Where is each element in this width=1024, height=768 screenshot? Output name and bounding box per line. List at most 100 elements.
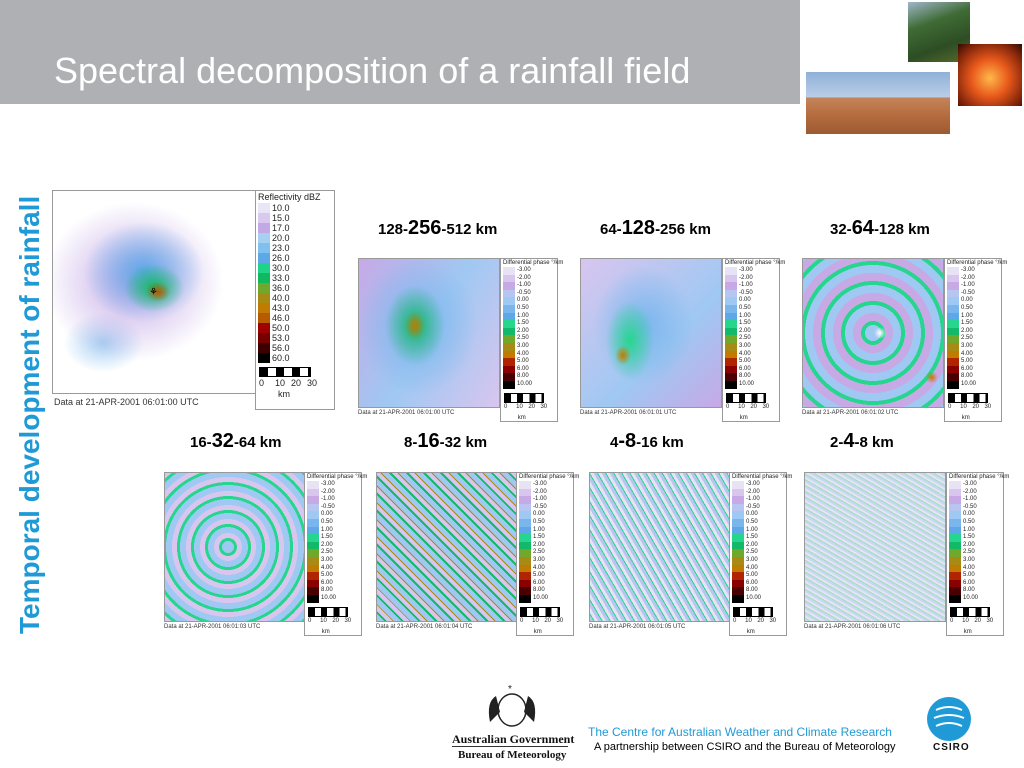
legend-swatch [503, 305, 515, 313]
legend-value: -1.00 [321, 496, 335, 503]
legend-title: Differential phase °/km [725, 260, 786, 266]
legend-value: 5.00 [746, 572, 758, 579]
scale-bar [726, 392, 766, 403]
legend-value: 4.00 [533, 564, 545, 571]
legend-swatch [732, 595, 744, 603]
legend-value: -2.00 [321, 488, 335, 495]
scale-tick: 20 [757, 617, 764, 624]
panel-caption: Data at 21-APR-2001 06:01:05 UTC [589, 624, 686, 630]
legend-value: 4.00 [517, 350, 529, 357]
panel-caption: Data at 21-APR-2001 06:01:02 UTC [802, 410, 899, 416]
legend-swatch [258, 233, 270, 243]
legend-swatch [519, 587, 531, 595]
legend-value: 5.00 [517, 358, 529, 365]
legend-swatch [725, 343, 737, 351]
legend-title: Differential phase °/km [947, 260, 1008, 266]
legend-value: -2.00 [961, 274, 975, 281]
legend-swatch [725, 373, 737, 381]
legend-value: 1.00 [739, 312, 751, 319]
scale-tick: 0 [308, 617, 312, 624]
legend-swatch [503, 312, 515, 321]
scale-tick: 20 [291, 378, 302, 388]
legend-swatch [307, 549, 319, 557]
legend-swatch [947, 274, 959, 283]
legend-value: 4.00 [963, 564, 975, 571]
legend-swatch [725, 350, 737, 359]
legend-title: Differential phase °/km [732, 474, 793, 480]
legend-swatch [949, 519, 961, 527]
legend-swatch [949, 511, 961, 519]
scale-tick: 20 [750, 403, 757, 410]
band-suffix: -16 km [636, 434, 684, 451]
legend-swatch [725, 267, 737, 275]
scale-bar [520, 606, 560, 617]
legend-swatch [732, 481, 744, 489]
legend-value: 4.00 [739, 350, 751, 357]
legend-swatch [519, 488, 531, 497]
band-suffix: -8 km [854, 434, 894, 451]
phase-legend: Differential phase °/km -3.00 -2.00 -1.00 -0… [304, 472, 367, 636]
legend-swatch [732, 496, 744, 504]
phase-legend: Differential phase °/km -3.00 -2.00 -1.00 -0… [946, 472, 1009, 636]
band-suffix: -64 km [233, 434, 282, 451]
legend-value: 43.0 [272, 303, 290, 313]
legend-value: 6.00 [961, 365, 973, 372]
legend-value: -0.50 [321, 503, 335, 510]
legend-swatch [947, 320, 959, 328]
band-emphasis: 16 [417, 430, 440, 452]
legend-value: -1.00 [963, 496, 977, 503]
legend-swatch [732, 519, 744, 527]
phase-legend: Differential phase °/km -3.00 -2.00 -1.00 -0… [500, 258, 563, 422]
legend-value: 8.00 [746, 587, 758, 594]
legend-value: -3.00 [963, 481, 977, 487]
legend-swatch [519, 541, 531, 550]
legend-swatch [519, 564, 531, 573]
legend-value: 5.00 [961, 358, 973, 365]
phase-map [376, 472, 518, 622]
legend-value: 1.50 [961, 320, 973, 327]
legend-swatch [725, 297, 737, 305]
legend-value: -3.00 [533, 481, 547, 487]
legend-value: 2.00 [517, 327, 529, 334]
legend-value: 0.50 [739, 305, 751, 311]
slide-title: Spectral decomposition of a rainfall fie… [54, 50, 691, 91]
reflectivity-map: ⚘ [52, 190, 256, 394]
farm-photo [806, 72, 950, 134]
band-emphasis: 32 [211, 430, 234, 452]
legend-title: Reflectivity dBZ [258, 192, 321, 202]
legend-swatch [307, 481, 319, 489]
phase-map [580, 258, 722, 408]
legend-swatch [307, 488, 319, 497]
phase-map [358, 258, 500, 408]
legend-value: -3.00 [321, 481, 335, 487]
phase-map [802, 258, 944, 408]
gov-divider [452, 746, 568, 747]
legend-swatch [503, 297, 515, 305]
legend-value: -0.50 [517, 289, 531, 296]
legend-swatch [725, 282, 737, 290]
band-emphasis: 256 [408, 217, 442, 239]
phase-map [589, 472, 731, 622]
scale-tick: 20 [972, 403, 979, 410]
legend-value: 2.50 [963, 549, 975, 556]
legend-swatch [725, 358, 737, 366]
legend-swatch [503, 274, 515, 283]
legend-swatch [519, 503, 531, 512]
legend-swatch [732, 579, 744, 588]
legend-value: 2.50 [321, 549, 333, 556]
scale-tick: 30 [344, 617, 352, 624]
legend-value: 2.50 [961, 335, 973, 342]
scale-tick: 0 [948, 403, 952, 410]
scale-tick: 10 [962, 617, 969, 624]
legend-value: 2.00 [961, 327, 973, 334]
legend-swatch [725, 327, 737, 336]
legend-value: 10.00 [533, 595, 549, 601]
legend-value: 0.50 [517, 305, 529, 311]
scale-tick: 0 [733, 617, 737, 624]
legend-value: 1.00 [963, 526, 975, 533]
footer-partnership: A partnership between CSIRO and the Bure… [594, 741, 896, 753]
legend-swatch [258, 303, 270, 313]
legend-swatch [307, 511, 319, 519]
legend-value: 5.00 [321, 572, 333, 579]
legend-value: 6.00 [739, 365, 751, 372]
